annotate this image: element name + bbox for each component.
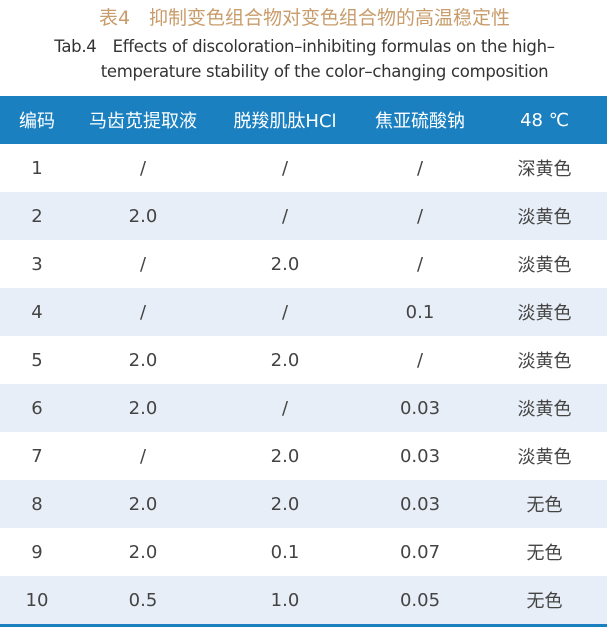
table-cell: 深黄色 <box>517 159 572 180</box>
table-row: 6 2.0/0.03 淡黄色 <box>0 384 607 432</box>
table-cell: 淡黄色 <box>517 351 572 372</box>
table-cell: 2 <box>0 192 74 240</box>
table-cell: 2.0 <box>270 445 300 467</box>
table-cell: 2.0 <box>212 480 358 528</box>
table-title-en-line1: Tab.4 Effects of discoloration–inhibitin… <box>54 37 555 56</box>
table-cell: 1 <box>31 157 43 179</box>
table-row: 10 0.5 1.0 0.05 无色 <box>0 576 607 627</box>
table-cell: 0.1 <box>358 288 482 336</box>
column-header: 编码 <box>0 96 74 144</box>
table-title-cn: 表4 抑制变色组合物对变色组合物的高温稳定性 <box>98 7 511 29</box>
table-cell: 8 <box>0 480 74 528</box>
table-cell: 淡黄色 <box>482 288 607 336</box>
table-cell: 无色 <box>526 543 563 564</box>
table-cell: / <box>74 288 212 336</box>
table-cell: 6 <box>0 384 74 432</box>
table-cell: / <box>212 384 358 432</box>
table-cell: 2.0 <box>128 349 158 371</box>
table-cell: 2.0 <box>270 349 300 371</box>
column-header: 马齿苋提取液 <box>74 96 212 144</box>
table-cell: 淡黄色 <box>482 384 607 432</box>
table-cell: 0.03 <box>358 384 482 432</box>
table-cell: 1.0 <box>212 576 358 627</box>
table-cell: / <box>358 192 482 240</box>
table-cell: 0.1 <box>270 541 300 563</box>
table-cell: 4 <box>0 288 74 336</box>
table-cell: / <box>139 253 147 275</box>
table-row: 4//0.1 淡黄色 <box>0 288 607 336</box>
table-title-en-line2: temperature stability of the color–chang… <box>100 62 549 81</box>
table-cell: 7 <box>31 445 43 467</box>
column-header: 脱羧肌肽HCl <box>212 96 358 144</box>
table-cell: 0.03 <box>399 445 441 467</box>
column-header: 焦亚硫酸钠 <box>358 96 482 144</box>
table-cell: / <box>416 349 424 371</box>
table-row: 1 / / / 深黄色 <box>0 144 607 192</box>
table-cell: 淡黄色 <box>482 192 607 240</box>
table-row: 3 / 2.0 / 淡黄色 <box>0 240 607 288</box>
table-cell: 0.5 <box>74 576 212 627</box>
table-cell: / <box>139 157 147 179</box>
table-cell: 2.0 <box>270 253 300 275</box>
table-cell: 无色 <box>482 480 607 528</box>
table-cell: 2.0 <box>74 192 212 240</box>
table-cell: 0.05 <box>358 576 482 627</box>
table-row: 5 2.0 2.0 / 淡黄色 <box>0 336 607 384</box>
table-row: 7 / 2.0 0.03 淡黄色 <box>0 432 607 480</box>
table-cell: 2.0 <box>74 480 212 528</box>
table-cell: 2.0 <box>128 541 158 563</box>
table-row: 9 2.0 0.1 0.07 无色 <box>0 528 607 576</box>
table-cell: 淡黄色 <box>517 255 572 276</box>
data-table: 编码 马齿苋提取液 脱羧肌肽HCl 焦亚硫酸钠 48 ℃ 1// / 深黄色 2 2.0// 淡黄… <box>0 96 607 627</box>
table-cell: / <box>416 253 424 275</box>
table-cell: 0.03 <box>358 480 482 528</box>
table-cell: 淡黄色 <box>517 447 572 468</box>
table-cell: 3 <box>31 253 43 275</box>
table-cell: / <box>416 157 424 179</box>
header-row: 编码 马齿苋提取液 脱羧肌肽HCl 焦亚硫酸钠 48 ℃ <box>0 96 607 144</box>
table-row: 2 2.0// 淡黄色 <box>0 192 607 240</box>
table-cell: / <box>281 157 289 179</box>
table-cell: 2.0 <box>74 384 212 432</box>
table-cell: 无色 <box>482 576 607 627</box>
table-row: 8 2.0 2.0 0.03 无色 <box>0 480 607 528</box>
table-cell: 0.07 <box>399 541 441 563</box>
table-cell: / <box>212 192 358 240</box>
table-cell: / <box>212 288 358 336</box>
table-cell: / <box>139 445 147 467</box>
column-header: 48 ℃ <box>482 96 607 144</box>
table-cell: 9 <box>31 541 43 563</box>
table-cell: 5 <box>31 349 43 371</box>
table-cell: 10 <box>0 576 74 627</box>
